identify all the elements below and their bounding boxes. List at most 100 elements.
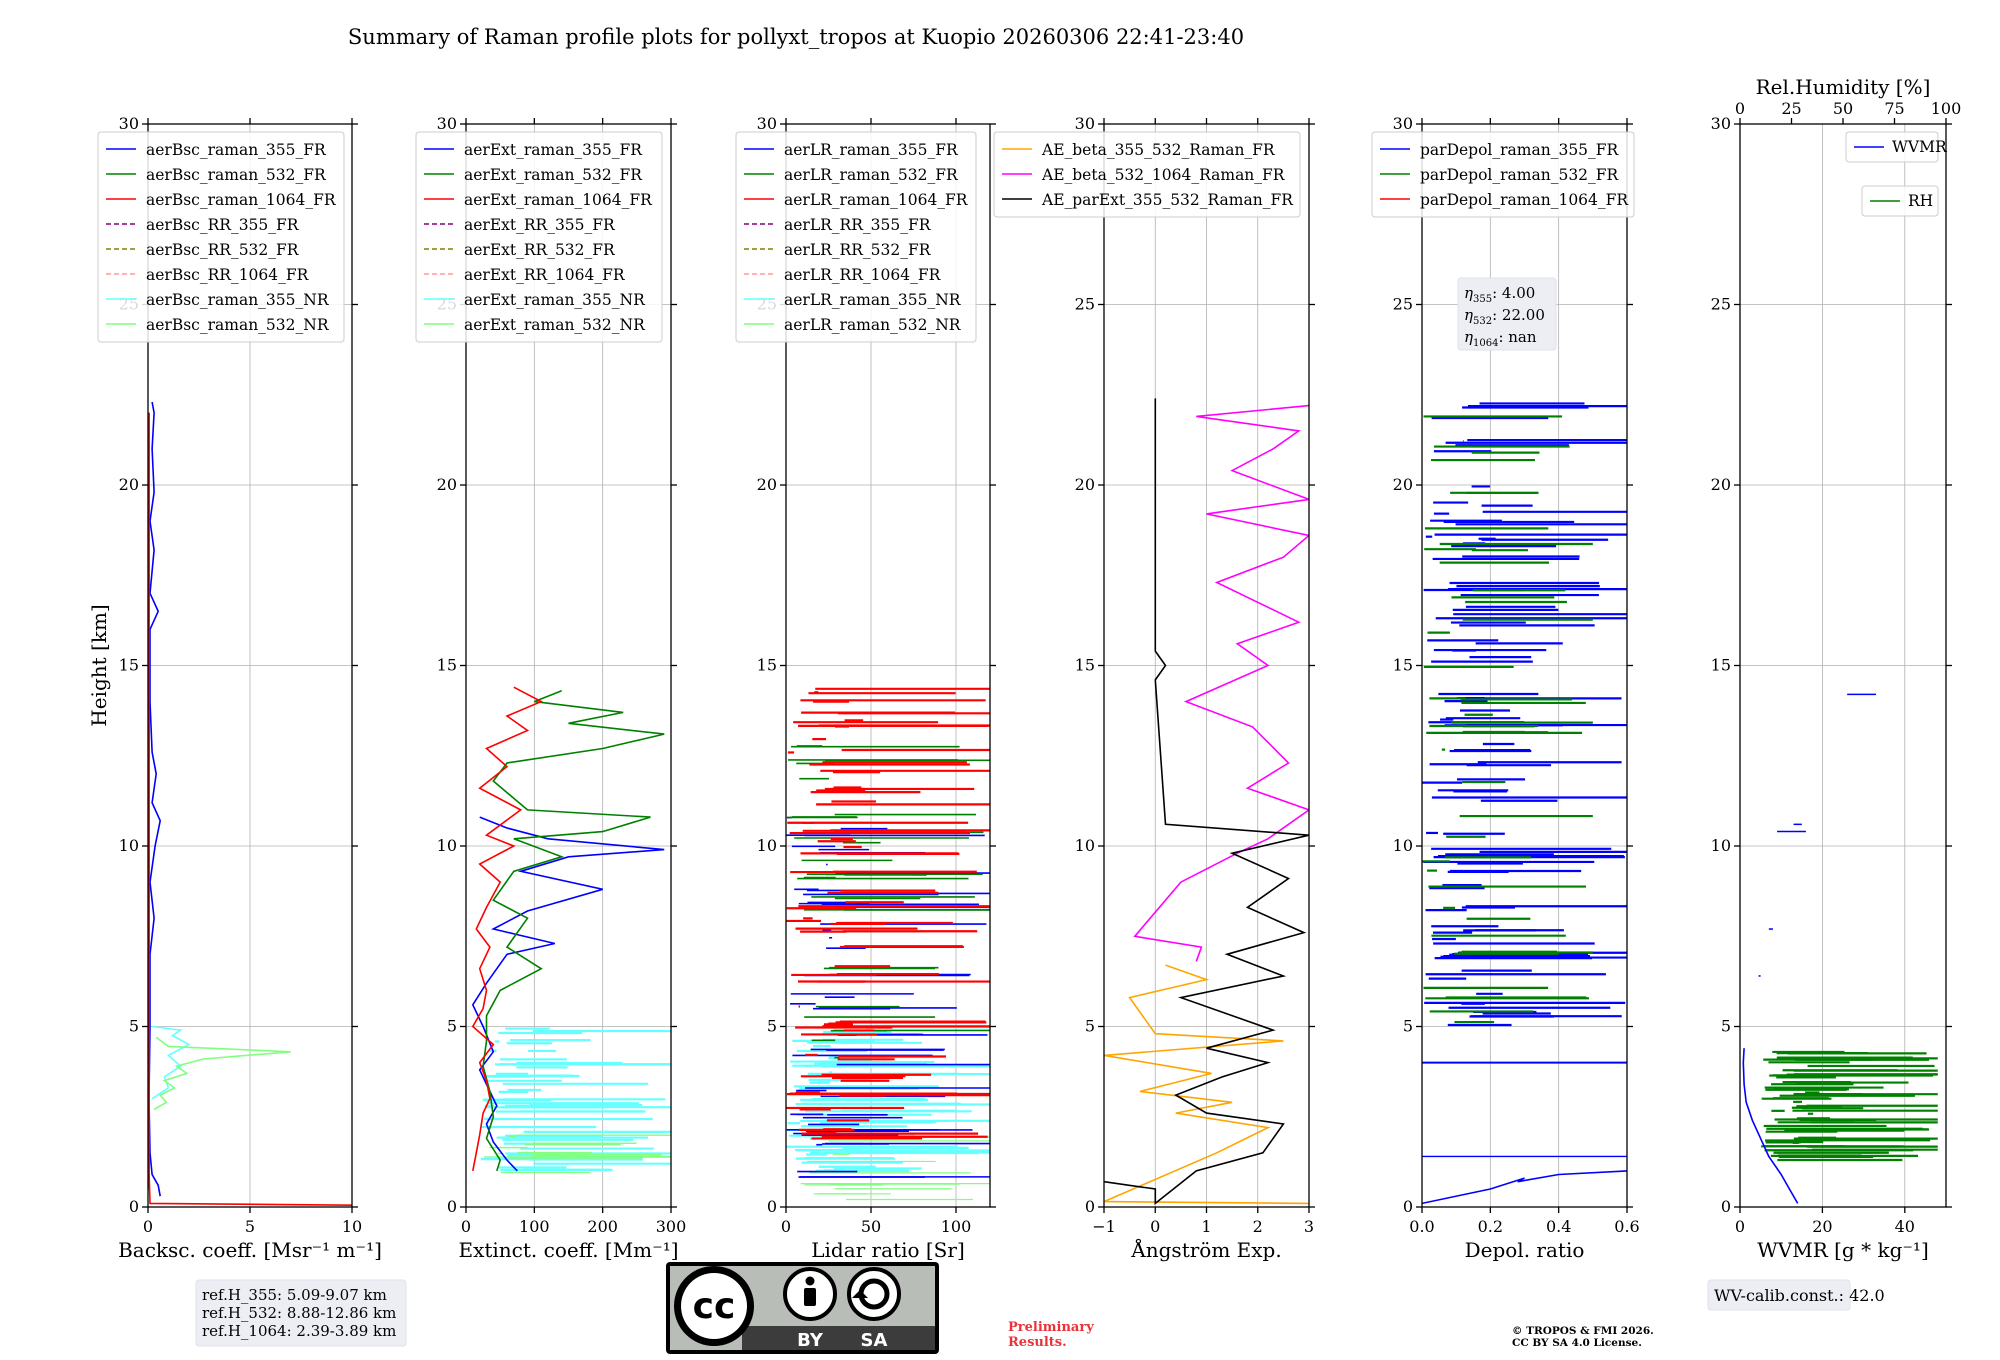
y-tick-label: 30 xyxy=(119,114,139,133)
y-tick-label: 15 xyxy=(757,656,777,675)
eta-box xyxy=(1457,277,1557,351)
x2-tick-label: 100 xyxy=(1931,99,1962,118)
plot-area xyxy=(1742,693,1938,1204)
by-attribution-icon xyxy=(783,1267,837,1321)
y-tick-label: 30 xyxy=(1711,114,1731,133)
x-tick-label: 100 xyxy=(941,1217,972,1236)
cc-license-badge: cc BY SA xyxy=(666,1262,939,1354)
sa-share-alike-icon xyxy=(847,1267,901,1321)
y-tick-label: 5 xyxy=(1721,1017,1731,1036)
legend-label-aerBsc_raman_532_FR: aerBsc_raman_532_FR xyxy=(146,166,327,184)
legend-label-aerBsc_RR_1064_FR: aerBsc_RR_1064_FR xyxy=(146,266,310,284)
legend-box xyxy=(1371,131,1635,218)
series-AE_parExt_355_532_Raman_FR xyxy=(1104,398,1309,1206)
legend: aerBsc_raman_355_FR aerBsc_raman_532_FRae… xyxy=(97,131,345,343)
legend-label-parDepol_raman_1064_FR: parDepol_raman_1064_FR xyxy=(1420,191,1629,209)
y-tick-label: 5 xyxy=(447,1017,457,1036)
legend-label-aerLR_raman_532_NR: aerLR_raman_532_NR xyxy=(784,316,962,334)
legend-label-aerExt_raman_355_FR: aerExt_raman_355_FR xyxy=(464,141,643,159)
x-tick-label: 40 xyxy=(1895,1217,1915,1236)
y-tick-label: 0 xyxy=(129,1197,139,1216)
y-tick-label: 15 xyxy=(1393,656,1413,675)
y-tick-label: 10 xyxy=(1393,836,1413,855)
series-aerExt_raman_355_FR xyxy=(471,816,665,1172)
series-aerExt_raman_1064_FR xyxy=(471,686,544,1172)
ref-height-355: ref.H_355: 5.09-9.07 km xyxy=(202,1286,387,1304)
legend-label-aerLR_RR_1064_FR: aerLR_RR_1064_FR xyxy=(784,266,942,284)
ref-height-1064: ref.H_1064: 2.39-3.89 km xyxy=(202,1322,396,1340)
legend-label-AE_parExt_355_532_Raman_FR: AE_parExt_355_532_Raman_FR xyxy=(1041,191,1294,209)
y-tick-label: 15 xyxy=(1075,656,1095,675)
x-axis-label: Lidar ratio [Sr] xyxy=(811,1238,965,1262)
legend-label-aerExt_raman_355_NR: aerExt_raman_355_NR xyxy=(464,291,646,309)
y-tick-label: 0 xyxy=(447,1197,457,1216)
y-tick-label: 0 xyxy=(767,1197,777,1216)
legend-label-aerBsc_RR_532_FR: aerBsc_RR_532_FR xyxy=(146,241,300,259)
legend-label-aerBsc_raman_1064_FR: aerBsc_raman_1064_FR xyxy=(146,191,337,209)
eta-355: η355: 4.00 xyxy=(1464,284,1535,305)
legend-label-aerExt_RR_355_FR: aerExt_RR_355_FR xyxy=(464,216,616,234)
legend: AE_beta_355_532_Raman_FR AE_beta_532_1064… xyxy=(993,131,1301,218)
legend: aerExt_raman_355_FR aerExt_raman_532_FRae… xyxy=(415,131,663,343)
legend-label-aerBsc_raman_355_NR: aerBsc_raman_355_NR xyxy=(146,291,330,309)
cc-by-label: BY xyxy=(797,1330,824,1351)
panel-depolarization: 0 5 10 15 20 25 30 0.0 0.2 0.4 0.6 Depol. ratio parD… xyxy=(1371,114,1640,1262)
wv-calib-box: WV-calib.const.: 42.0 xyxy=(1707,1279,1885,1311)
y-tick-label: 20 xyxy=(1711,475,1731,494)
plot-area xyxy=(1104,398,1309,1206)
panel-backscatter: 0510152025300510Backsc. coeff. [Msr⁻¹ m⁻… xyxy=(87,114,382,1262)
y-tick-label: 30 xyxy=(437,114,457,133)
x-tick-label: 300 xyxy=(656,1217,687,1236)
x-tick-label: 0 xyxy=(461,1217,471,1236)
y-tick-label: 10 xyxy=(1711,836,1731,855)
legend-label-aerExt_raman_532_NR: aerExt_raman_532_NR xyxy=(464,316,646,334)
legend-label-aerExt_raman_1064_FR: aerExt_raman_1064_FR xyxy=(464,191,653,209)
y-axis-label: Height [km] xyxy=(87,604,111,726)
y-tick-label: 10 xyxy=(1075,836,1095,855)
y-tick-label: 10 xyxy=(437,836,457,855)
x-tick-label: 0 xyxy=(1150,1217,1160,1236)
legend-label-aerLR_RR_355_FR: aerLR_RR_355_FR xyxy=(784,216,932,234)
x-axis-label: Depol. ratio xyxy=(1465,1238,1585,1262)
copyright-line2: CC BY SA 4.0 License. xyxy=(1512,1337,1642,1349)
x-tick-label: 0 xyxy=(1735,1217,1745,1236)
legend: aerLR_raman_355_FR aerLR_raman_532_FR aerL… xyxy=(735,131,977,343)
x-tick-label: 0.4 xyxy=(1546,1217,1571,1236)
preliminary-text-line2: Results. xyxy=(1008,1335,1067,1350)
y-tick-label: 30 xyxy=(757,114,777,133)
x-tick-label: 0.0 xyxy=(1409,1217,1434,1236)
legend-label-aerLR_raman_355_FR: aerLR_raman_355_FR xyxy=(784,141,959,159)
svg-text:cc: cc xyxy=(693,1286,736,1327)
plot-area xyxy=(148,401,352,1206)
series-aerBsc_raman_532_NR xyxy=(153,1036,291,1111)
series-aerBsc_raman_355_NR xyxy=(151,1025,191,1100)
y-tick-label: 20 xyxy=(437,475,457,494)
x-tick-label: 3 xyxy=(1304,1217,1314,1236)
legend-label-aerBsc_RR_355_FR: aerBsc_RR_355_FR xyxy=(146,216,300,234)
y-tick-label: 15 xyxy=(1711,656,1731,675)
y-tick-label: 30 xyxy=(1075,114,1095,133)
x-axis-label: WVMR [g * kg⁻¹] xyxy=(1757,1238,1929,1262)
x-tick-label: 0 xyxy=(781,1217,791,1236)
legend: parDepol_raman_355_FR parDepol_raman_532_… xyxy=(1371,131,1635,218)
y-tick-label: 0 xyxy=(1403,1197,1413,1216)
panel-lidar_ratio: 051015202530050100Lidar ratio [Sr]aerLR_… xyxy=(735,114,996,1262)
y-tick-label: 0 xyxy=(1721,1197,1731,1216)
x-tick-label: 50 xyxy=(861,1217,881,1236)
legend-label-aerExt_RR_1064_FR: aerExt_RR_1064_FR xyxy=(464,266,626,284)
x-tick-label: 20 xyxy=(1812,1217,1832,1236)
cc-sa-label: SA xyxy=(861,1330,888,1351)
x-tick-label: 0.6 xyxy=(1614,1217,1639,1236)
y-tick-label: 20 xyxy=(1075,475,1095,494)
y-tick-label: 10 xyxy=(119,836,139,855)
series-aerBsc_raman_1064_FR xyxy=(148,412,352,1206)
legend-label-parDepol_raman_532_FR: parDepol_raman_532_FR xyxy=(1420,166,1620,184)
x2-tick-label: 25 xyxy=(1781,99,1801,118)
wv-calib-constant: WV-calib.const.: 42.0 xyxy=(1714,1286,1885,1305)
x-tick-label: 2 xyxy=(1253,1217,1263,1236)
legend-box xyxy=(735,131,977,343)
y-tick-label: 5 xyxy=(1085,1017,1095,1036)
panels: 0510152025300510Backsc. coeff. [Msr⁻¹ m⁻… xyxy=(87,75,1961,1262)
